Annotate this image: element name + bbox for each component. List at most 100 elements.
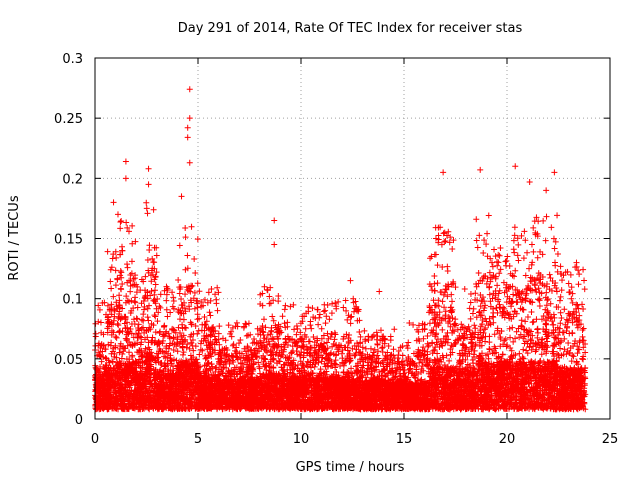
- data-point: [108, 384, 115, 391]
- data-point: [128, 321, 135, 328]
- data-point: [128, 342, 135, 349]
- data-point: [103, 368, 110, 375]
- data-point: [136, 362, 143, 369]
- data-point: [118, 243, 125, 250]
- data-point: [143, 199, 150, 206]
- data-point: [118, 381, 125, 388]
- data-point: [133, 395, 140, 402]
- data-point: [118, 355, 125, 362]
- data-point: [124, 379, 131, 386]
- data-point: [153, 252, 160, 259]
- data-point: [129, 222, 136, 229]
- data-point: [133, 359, 140, 366]
- data-point: [116, 349, 123, 356]
- data-point: [102, 354, 109, 361]
- data-point: [133, 315, 140, 322]
- data-point: [151, 312, 158, 319]
- data-point: [121, 367, 128, 374]
- data-point: [106, 359, 113, 366]
- data-point: [108, 285, 115, 292]
- data-point: [144, 314, 151, 321]
- data-point: [135, 388, 142, 395]
- data-point: [98, 341, 105, 348]
- data-point: [117, 400, 124, 407]
- data-point: [149, 271, 156, 278]
- data-point: [139, 352, 146, 359]
- data-point: [133, 289, 140, 296]
- data-point: [150, 206, 157, 213]
- data-point: [117, 304, 124, 311]
- data-point: [134, 304, 141, 311]
- data-point: [99, 348, 106, 355]
- data-point: [142, 273, 149, 280]
- data-point: [117, 327, 124, 334]
- data-point: [140, 317, 147, 324]
- data-point: [140, 298, 147, 305]
- data-point: [96, 306, 103, 313]
- data-point: [138, 276, 145, 283]
- data-point: [124, 394, 131, 401]
- data-point: [99, 299, 106, 306]
- data-point: [128, 258, 135, 265]
- data-point: [96, 351, 103, 358]
- data-point: [108, 264, 115, 271]
- data-point: [117, 225, 124, 232]
- data-point: [113, 299, 120, 306]
- data-point: [128, 378, 135, 385]
- data-point: [128, 297, 135, 304]
- data-point: [97, 319, 104, 326]
- data-point: [108, 331, 115, 338]
- data-point: [114, 275, 121, 282]
- data-point: [124, 264, 131, 271]
- data-point: [114, 211, 121, 218]
- data-point: [115, 322, 122, 329]
- data-point: [136, 406, 143, 413]
- data-point: [114, 380, 121, 387]
- data-point: [140, 311, 147, 318]
- data-point: [105, 323, 112, 330]
- data-point: [105, 314, 112, 321]
- data-point: [102, 383, 109, 390]
- data-point: [130, 305, 137, 312]
- data-point: [106, 388, 113, 395]
- data-point: [98, 329, 105, 336]
- data-point: [95, 302, 102, 309]
- data-point: [133, 331, 139, 338]
- data-point: [144, 334, 151, 341]
- data-point: [126, 349, 133, 356]
- data-point: [144, 295, 151, 302]
- data-point: [97, 353, 104, 360]
- data-point: [129, 282, 136, 289]
- data-point: [135, 330, 142, 337]
- data-point: [119, 280, 126, 287]
- data-point: [113, 370, 120, 377]
- data-point: [124, 342, 131, 349]
- data-point: [104, 329, 111, 336]
- data-point: [138, 339, 145, 346]
- data-point: [118, 286, 125, 293]
- data-point: [107, 278, 114, 285]
- data-point: [117, 392, 124, 399]
- data-point: [136, 375, 143, 382]
- data-point: [136, 347, 143, 354]
- data-point: [127, 272, 134, 279]
- data-point: [106, 400, 113, 407]
- data-point: [133, 372, 140, 379]
- data-point: [114, 320, 121, 327]
- data-point: [104, 302, 111, 309]
- data-point: [125, 389, 132, 396]
- data-point: [145, 317, 152, 324]
- data-point: [92, 364, 99, 371]
- data-point: [129, 352, 136, 359]
- data-point: [118, 366, 125, 373]
- data-point: [148, 278, 155, 285]
- data-point: [117, 315, 124, 322]
- data-point: [145, 267, 152, 274]
- data-point: [148, 320, 155, 327]
- data-point: [97, 383, 104, 390]
- data-point: [147, 292, 154, 299]
- data-point: [109, 375, 116, 382]
- data-point: [103, 403, 110, 410]
- data-point: [106, 306, 113, 313]
